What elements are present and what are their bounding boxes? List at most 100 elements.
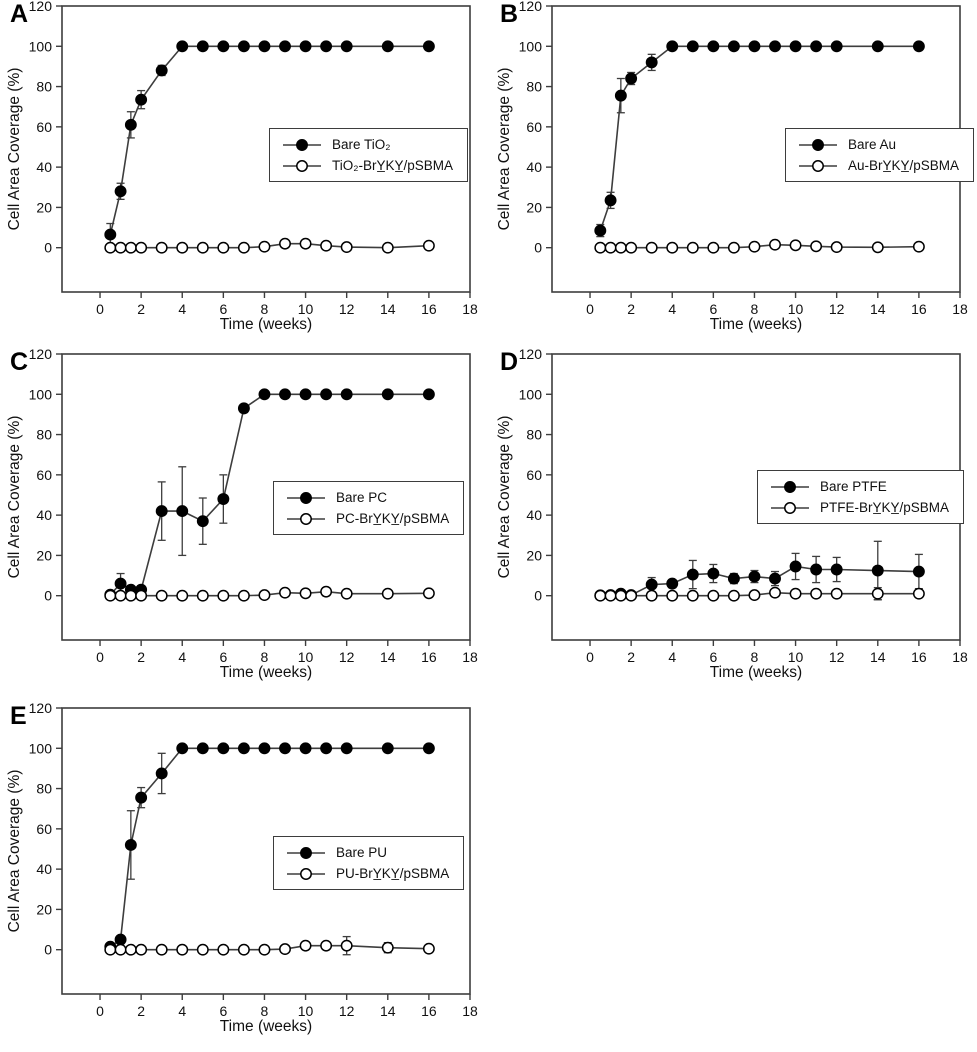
svg-text:100: 100 — [29, 740, 53, 756]
svg-text:0: 0 — [44, 588, 52, 604]
y-axis-title-a: Cell Area Coverage (%) — [6, 67, 23, 231]
filled-circle-marker-icon — [799, 138, 837, 151]
series-coated — [594, 586, 925, 602]
legend-item-coated: Au-BrY̲KY̲/pSBMA — [798, 158, 959, 173]
svg-text:18: 18 — [952, 301, 968, 317]
x-axis-title-e: Time (weeks) — [219, 1018, 313, 1035]
svg-text:40: 40 — [526, 159, 542, 175]
panel-label-a: A — [10, 0, 29, 28]
svg-text:10: 10 — [788, 649, 804, 665]
plot-frame — [61, 707, 471, 995]
panel-e: E Cell Area Coverage (%) 0 2 4 6 8 10 12 14 16 18… — [0, 700, 487, 1047]
svg-text:18: 18 — [462, 649, 478, 665]
x-axis: 0 2 4 6 8 10 12 14 16 18 — [586, 640, 968, 665]
x-axis: 0 2 4 6 8 10 12 14 16 18 — [586, 292, 968, 317]
series-coated — [104, 237, 435, 254]
panel-label-e: E — [10, 702, 27, 730]
svg-text:80: 80 — [36, 79, 52, 95]
svg-text:40: 40 — [36, 507, 52, 523]
svg-text:80: 80 — [526, 79, 542, 95]
chart-area-a: 0 2 4 6 8 10 12 14 16 18 0 20 40 60 80 100 120 — [0, 0, 487, 345]
legend-label-bare: Bare PC — [336, 490, 388, 505]
svg-text:4: 4 — [178, 1003, 186, 1019]
svg-text:2: 2 — [137, 301, 145, 317]
plot-frame — [61, 353, 471, 641]
svg-text:10: 10 — [298, 301, 314, 317]
svg-text:0: 0 — [534, 240, 542, 256]
chart-area-e: 0 2 4 6 8 10 12 14 16 18 0 20 40 60 80 100 120 — [0, 700, 487, 1047]
svg-text:10: 10 — [298, 649, 314, 665]
svg-text:16: 16 — [421, 649, 437, 665]
x-axis-title-a: Time (weeks) — [219, 316, 313, 333]
legend-label-coated: PTFE-BrY̲KY̲/pSBMA — [820, 500, 950, 515]
legend-label-bare: Bare TiO₂ — [332, 137, 391, 152]
legend-item-coated: TiO₂-BrY̲KY̲/pSBMA — [282, 158, 453, 173]
svg-text:8: 8 — [261, 1003, 269, 1019]
svg-text:60: 60 — [526, 467, 542, 483]
svg-text:120: 120 — [519, 348, 543, 362]
chart-svg-C: 0 2 4 6 8 10 12 14 16 18 0 20 40 60 80 100 120 — [29, 346, 478, 665]
svg-text:2: 2 — [627, 649, 635, 665]
svg-text:80: 80 — [36, 427, 52, 443]
svg-text:14: 14 — [380, 301, 396, 317]
svg-text:0: 0 — [96, 1003, 104, 1019]
svg-text:6: 6 — [709, 301, 717, 317]
legend-c: Bare PC PC-BrY̲KY̲/pSBMA — [273, 481, 465, 535]
legend-a: Bare TiO₂ TiO₂-BrY̲KY̲/pSBMA — [269, 128, 469, 182]
svg-text:80: 80 — [526, 427, 542, 443]
legend-d: Bare PTFE PTFE-BrY̲KY̲/pSBMA — [757, 470, 965, 524]
svg-text:14: 14 — [380, 649, 396, 665]
svg-text:14: 14 — [380, 1003, 396, 1019]
svg-text:6: 6 — [219, 1003, 227, 1019]
svg-text:120: 120 — [29, 702, 53, 716]
chart-svg-E: 0 2 4 6 8 10 12 14 16 18 0 20 40 60 80 100 120 — [29, 700, 478, 1019]
y-axis: 0 20 40 60 80 100 120 — [519, 0, 552, 256]
legend-item-bare: Bare PC — [286, 490, 449, 505]
svg-text:60: 60 — [36, 467, 52, 483]
panel-b: B Cell Area Coverage (%) 0 2 4 6 8 10 12 14 16 18… — [490, 0, 977, 345]
svg-text:14: 14 — [870, 649, 886, 665]
panel-label-b: B — [500, 0, 519, 28]
filled-circle-marker-icon — [287, 491, 325, 504]
svg-text:12: 12 — [339, 1003, 355, 1019]
series-coated — [104, 585, 435, 602]
svg-text:20: 20 — [36, 901, 52, 917]
chart-svg-A: 0 2 4 6 8 10 12 14 16 18 0 20 40 60 80 100 120 — [29, 0, 478, 317]
svg-text:60: 60 — [36, 119, 52, 135]
panel-a: A Cell Area Coverage (%) 0 2 4 6 8 10 12 14 16 18… — [0, 0, 487, 345]
legend-item-bare: Bare PU — [286, 845, 449, 860]
svg-text:0: 0 — [44, 240, 52, 256]
x-axis-title-d: Time (weeks) — [709, 664, 803, 681]
svg-text:14: 14 — [870, 301, 886, 317]
chart-svg-B: 0 2 4 6 8 10 12 14 16 18 0 20 40 60 80 100 120 — [519, 0, 968, 317]
svg-text:2: 2 — [137, 649, 145, 665]
svg-text:8: 8 — [751, 649, 759, 665]
svg-text:12: 12 — [829, 649, 845, 665]
svg-text:40: 40 — [36, 861, 52, 877]
svg-text:40: 40 — [526, 507, 542, 523]
svg-text:40: 40 — [36, 159, 52, 175]
legend-item-coated: PTFE-BrY̲KY̲/pSBMA — [770, 500, 949, 515]
svg-text:8: 8 — [751, 301, 759, 317]
y-axis: 0 20 40 60 80 100 120 — [519, 346, 552, 604]
open-circle-marker-icon — [799, 159, 837, 172]
svg-text:12: 12 — [339, 301, 355, 317]
y-axis-title-c: Cell Area Coverage (%) — [6, 415, 23, 579]
svg-text:18: 18 — [952, 649, 968, 665]
svg-text:100: 100 — [29, 38, 53, 54]
svg-text:6: 6 — [709, 649, 717, 665]
x-axis: 0 2 4 6 8 10 12 14 16 18 — [96, 292, 478, 317]
legend-label-bare: Bare PU — [336, 845, 388, 860]
svg-text:0: 0 — [96, 649, 104, 665]
svg-text:12: 12 — [829, 301, 845, 317]
svg-text:16: 16 — [911, 301, 927, 317]
legend-item-bare: Bare PTFE — [770, 479, 949, 494]
svg-text:18: 18 — [462, 301, 478, 317]
svg-text:0: 0 — [534, 588, 542, 604]
svg-text:0: 0 — [44, 942, 52, 958]
panel-c: C Cell Area Coverage (%) 0 2 4 6 8 10 12 14 16 18… — [0, 346, 487, 693]
svg-text:12: 12 — [339, 649, 355, 665]
chart-area-b: 0 2 4 6 8 10 12 14 16 18 0 20 40 60 80 100 120 — [490, 0, 977, 345]
y-axis-title-e: Cell Area Coverage (%) — [6, 769, 23, 933]
series-coated — [104, 935, 435, 956]
